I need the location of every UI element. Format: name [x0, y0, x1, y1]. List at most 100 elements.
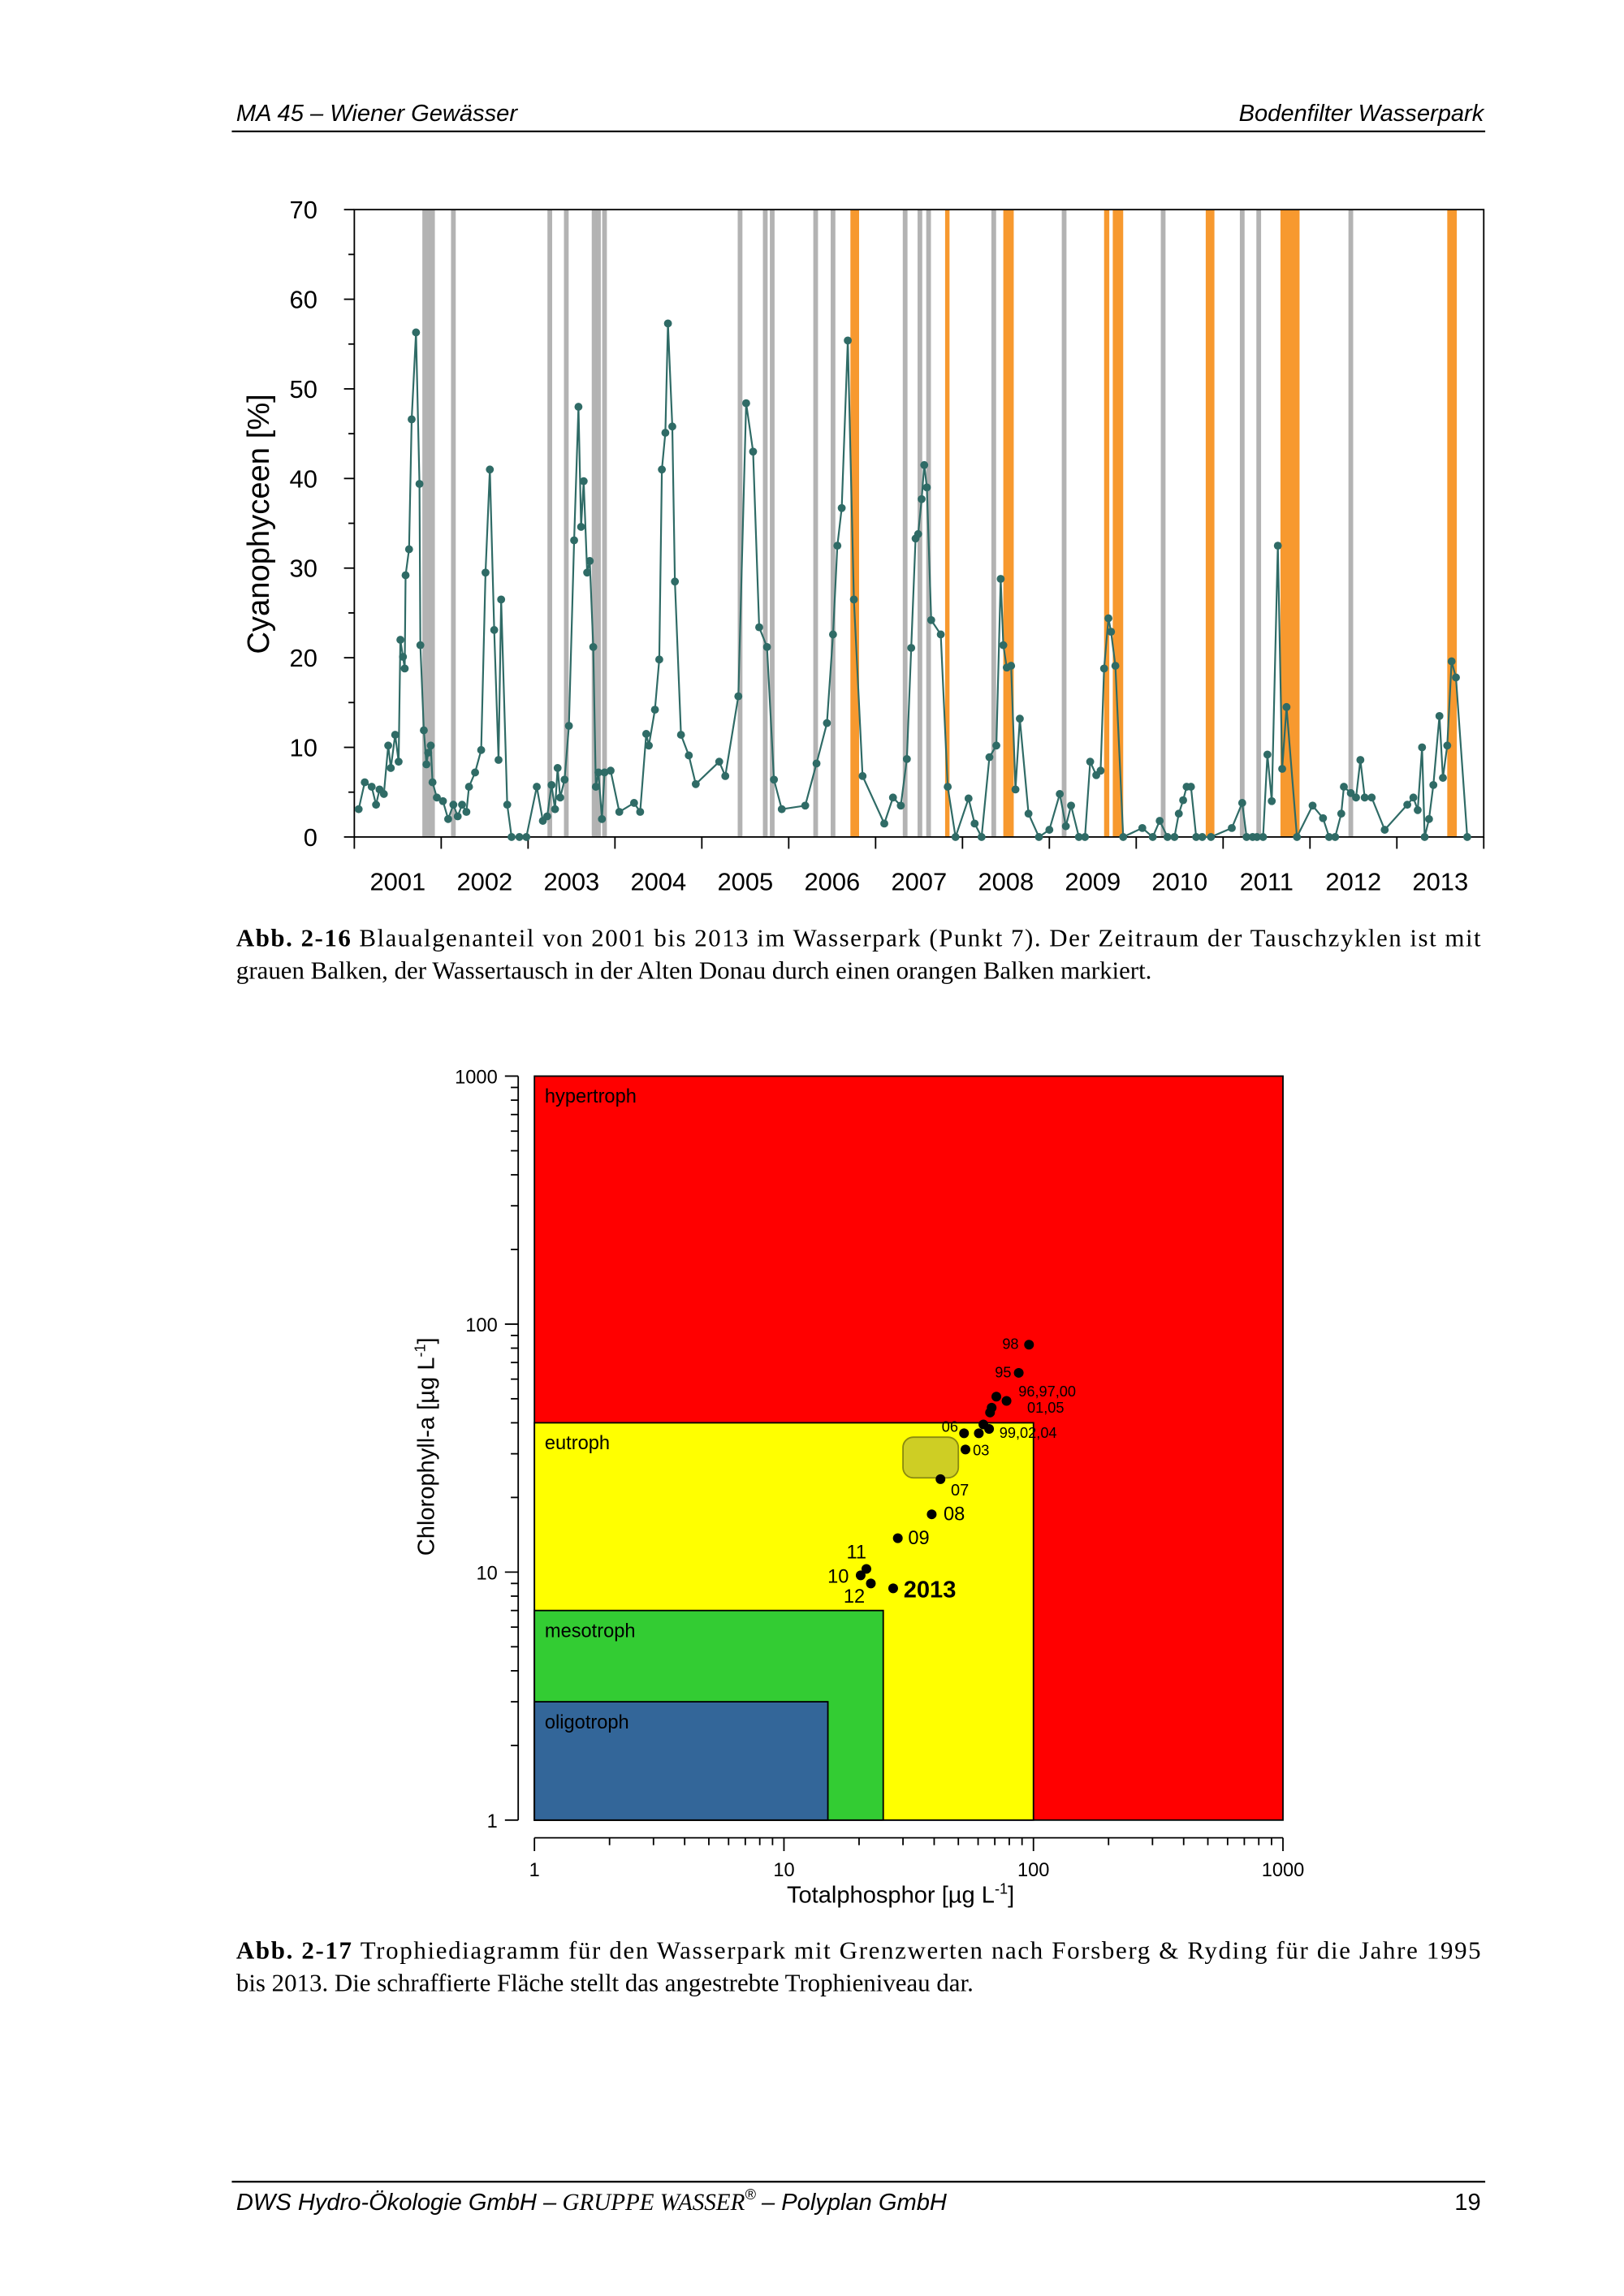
data-point: [935, 1474, 946, 1484]
data-point: [668, 422, 676, 431]
data-point: [1278, 765, 1286, 773]
data-point: [415, 480, 424, 488]
data-point: [1443, 741, 1452, 750]
target-area: [902, 1436, 960, 1479]
data-point: [1107, 628, 1116, 637]
data-point: [449, 801, 458, 809]
y-tick-label: 100: [465, 1315, 497, 1336]
data-point: [1273, 542, 1282, 550]
caption-line: bis 2013. Die schraffierte Fläche stellt…: [236, 1969, 974, 1997]
data-point: [944, 783, 952, 791]
footer-registered: ®: [745, 2186, 756, 2203]
data-point: [542, 812, 551, 821]
data-point: [1403, 801, 1412, 809]
water-exchange-bar: [1003, 209, 1014, 837]
data-point: [1242, 833, 1251, 841]
data-point: [959, 1428, 970, 1439]
water-exchange-bar: [1205, 209, 1215, 837]
exchange-cycle-bar: [430, 209, 435, 837]
data-point: [970, 819, 979, 828]
data-point: [991, 1392, 1002, 1402]
data-point: [379, 790, 388, 798]
y-tick-label: 1000: [455, 1068, 498, 1089]
y-tick-label: 40: [290, 464, 317, 493]
data-point: [497, 595, 506, 604]
data-point: [551, 805, 559, 814]
zone-label: hypertroph: [545, 1086, 637, 1107]
data-point: [977, 833, 986, 841]
data-point: [508, 833, 516, 841]
data-point: [1409, 793, 1418, 802]
data-point: [416, 641, 425, 650]
data-point: [477, 745, 486, 754]
y-tick-label: 10: [290, 733, 317, 762]
point-label: 2013: [904, 1577, 957, 1603]
data-point: [577, 523, 585, 531]
data-point: [985, 1407, 996, 1418]
point-label: 11: [846, 1543, 866, 1564]
header-right: Bodenfilter Wasserpark: [1239, 101, 1485, 127]
data-point: [1067, 801, 1075, 810]
data-point: [1111, 662, 1120, 670]
caption-line: Abb. 2-17 Trophiediagramm für den Wasserp…: [236, 1936, 1481, 1965]
zone-label: eutroph: [545, 1433, 610, 1454]
point-label: 01,05: [1027, 1400, 1064, 1416]
y-axis-label-text: Chlorophyll-a [µg L: [414, 1357, 440, 1556]
data-point: [755, 623, 763, 632]
data-point: [892, 1533, 903, 1543]
data-point: [486, 465, 495, 474]
exchange-cycle-bar: [596, 209, 601, 837]
data-point: [922, 483, 931, 492]
data-point: [1414, 805, 1422, 814]
data-point: [715, 757, 723, 766]
data-point: [1439, 774, 1447, 782]
data-point: [1293, 833, 1302, 841]
data-point: [458, 801, 466, 809]
x-tick-label: 2012: [1325, 867, 1381, 896]
data-point: [400, 664, 409, 673]
data-point: [661, 429, 670, 437]
data-point: [777, 805, 786, 814]
data-point: [564, 722, 573, 730]
data-point: [1138, 823, 1147, 832]
point-label: 06: [942, 1419, 958, 1435]
data-point: [974, 1428, 984, 1439]
data-point: [812, 759, 821, 768]
data-point: [594, 768, 603, 777]
data-point: [1447, 657, 1456, 666]
caption-label: Abb. 2-17: [236, 1936, 352, 1965]
y-tick-label: 50: [290, 375, 317, 404]
data-point: [1380, 826, 1389, 834]
data-point: [428, 778, 437, 787]
y-tick-label: 0: [304, 823, 317, 852]
exchange-cycle-bar: [422, 209, 427, 837]
data-point: [734, 692, 743, 701]
footer-part: – Polyplan GmbH: [761, 2190, 948, 2216]
water-exchange-bar: [944, 209, 950, 837]
data-point: [399, 653, 408, 661]
x-tick-label: 2001: [369, 867, 425, 896]
data-point: [1207, 833, 1216, 841]
data-point: [495, 756, 503, 764]
data-point: [721, 771, 730, 780]
data-point: [961, 1444, 971, 1455]
data-point: [433, 793, 441, 802]
data-point: [471, 768, 479, 777]
data-point: [598, 814, 607, 823]
data-point: [1074, 833, 1083, 841]
x-tick-label: 2005: [717, 867, 773, 896]
point-label: 12: [844, 1586, 865, 1608]
exchange-cycle-bar: [1348, 209, 1354, 837]
data-point: [1418, 743, 1427, 752]
data-point: [1086, 757, 1095, 766]
data-point: [984, 1423, 995, 1434]
data-point: [880, 819, 888, 828]
data-point: [671, 577, 680, 586]
y-axis-label-text: ]: [414, 1337, 440, 1344]
data-point: [888, 793, 897, 802]
data-point: [1013, 1367, 1024, 1378]
data-point: [926, 615, 935, 624]
data-point: [361, 778, 369, 787]
data-point: [384, 741, 392, 750]
data-point: [1192, 833, 1201, 841]
